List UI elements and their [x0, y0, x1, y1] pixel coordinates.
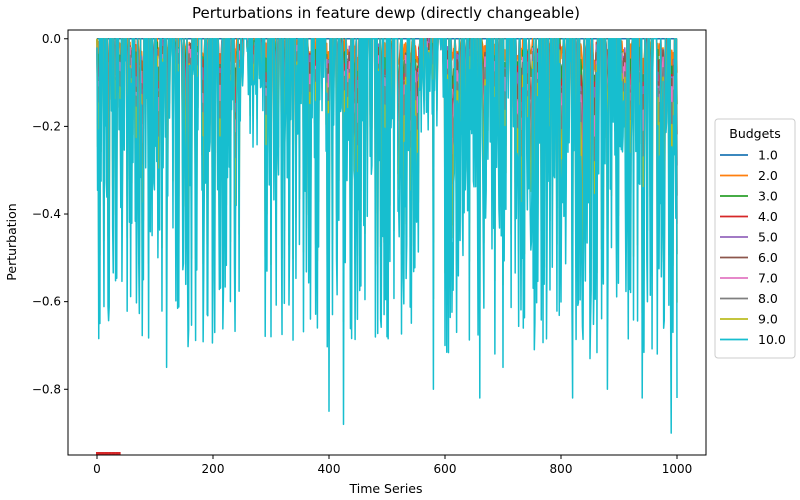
- y-tick-label: −0.8: [32, 382, 61, 396]
- legend-label-5.0: 5.0: [758, 230, 778, 245]
- marker-layer: [96, 452, 121, 455]
- x-tick-label: 0: [93, 462, 101, 476]
- legend-label-10.0: 10.0: [758, 332, 786, 347]
- y-tick-label: −0.6: [32, 295, 61, 309]
- legend: Budgets 1.0 2.0 3.0 4.0 5.0 6.0 7.0 8.0 9.0 10.0: [714, 118, 796, 359]
- bottom-marker: [106, 452, 109, 455]
- bottom-marker: [111, 452, 114, 455]
- bottom-marker: [113, 452, 116, 455]
- legend-label-7.0: 7.0: [758, 271, 778, 286]
- x-tick-label: 800: [550, 462, 573, 476]
- legend-label-8.0: 8.0: [758, 291, 778, 306]
- bottom-marker: [97, 452, 100, 455]
- y-tick-label: −0.4: [32, 207, 61, 221]
- y-axis: 0.0 −0.2 −0.4 −0.6 −0.8: [32, 32, 68, 396]
- bottom-marker: [101, 452, 104, 455]
- y-tick-label: 0.0: [42, 32, 61, 46]
- legend-label-1.0: 1.0: [758, 148, 778, 163]
- y-tick-label: −0.2: [32, 119, 61, 133]
- legend-label-3.0: 3.0: [758, 189, 778, 204]
- bottom-marker: [118, 452, 121, 455]
- legend-label-9.0: 9.0: [758, 312, 778, 327]
- bottom-marker: [99, 452, 102, 455]
- legend-title: Budgets: [729, 126, 780, 141]
- bottom-marker: [109, 452, 112, 455]
- x-tick-label: 400: [318, 462, 341, 476]
- legend-label-2.0: 2.0: [758, 168, 778, 183]
- bottom-marker: [116, 452, 119, 455]
- bottom-marker: [108, 452, 111, 455]
- chart-title: Perturbations in feature dewp (directly …: [192, 4, 580, 22]
- series-layer: [96, 38, 678, 434]
- y-axis-label: Perturbation: [4, 203, 19, 280]
- legend-label-4.0: 4.0: [758, 209, 778, 224]
- bottom-marker: [115, 452, 118, 455]
- bottom-marker: [96, 452, 98, 455]
- x-axis-label: Time Series: [348, 481, 422, 496]
- x-axis: 0 200 400 600 800 1000: [93, 455, 692, 476]
- bottom-marker: [104, 452, 107, 455]
- series-line-10.0: [96, 38, 678, 434]
- x-tick-label: 1000: [662, 462, 693, 476]
- bottom-marker: [102, 452, 105, 455]
- x-tick-label: 200: [202, 462, 225, 476]
- x-tick-label: 600: [434, 462, 457, 476]
- legend-label-6.0: 6.0: [758, 250, 778, 265]
- plot-frame: [67, 29, 707, 456]
